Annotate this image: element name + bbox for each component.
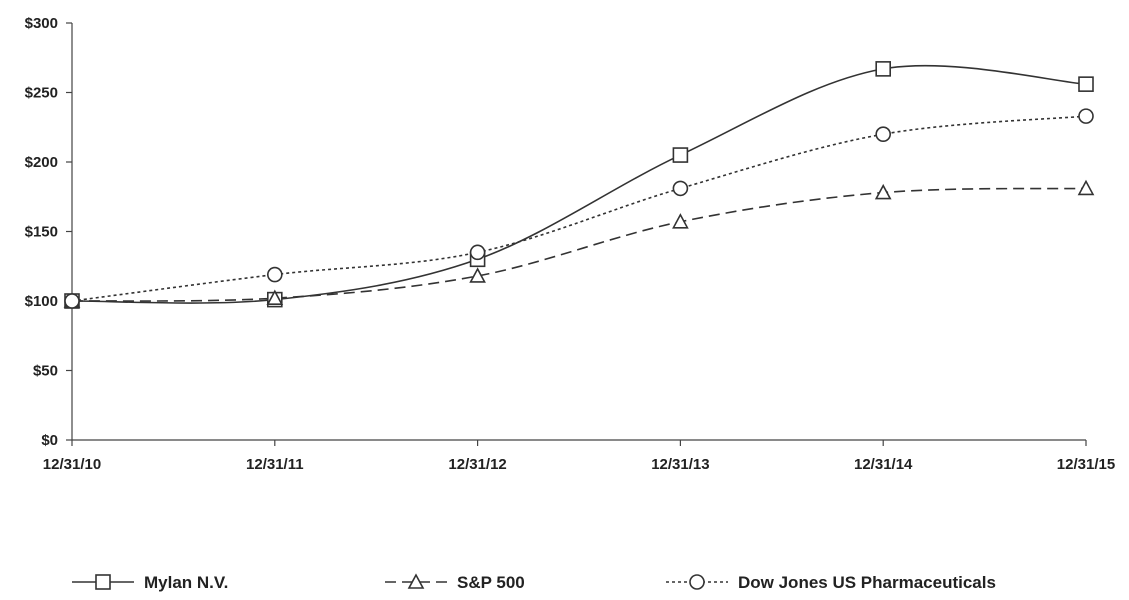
axes — [71, 23, 1086, 441]
series-line-mylan-n-v — [71, 64, 1087, 304]
data-point-mylan-n-v — [875, 61, 892, 77]
y-tick-label: $100 — [25, 293, 58, 310]
x-tick-label: 12/31/15 — [1057, 456, 1115, 473]
legend-label: Mylan N.V. — [144, 573, 228, 592]
data-point-s-p-500 — [266, 289, 284, 306]
x-axis-ticks: 12/31/10 12/31/11 12/31/12 12/31/13 12/31/14… — [43, 440, 1115, 473]
data-point-dow-jones-us-pharmaceuticals — [672, 180, 689, 197]
x-tick-label: 12/31/12 — [448, 456, 506, 473]
x-tick-label: 12/31/13 — [651, 456, 709, 473]
y-axis-ticks: $0 $50 $100 $150 $200 $250 $300 — [25, 15, 72, 449]
series-lines — [71, 64, 1087, 304]
legend-marker-circle — [689, 574, 705, 590]
data-point-s-p-500 — [672, 213, 689, 229]
y-tick-label: $150 — [25, 224, 58, 241]
legend-item-mylan-n-v: Mylan N.V. — [72, 573, 228, 592]
series-line-dow-jones-us-pharmaceuticals — [71, 115, 1087, 302]
series-line-s-p-500 — [71, 187, 1087, 302]
x-tick-label: 12/31/10 — [43, 456, 101, 473]
legend: Mylan N.V. S&P 500 Dow Jones US Pharmaceut… — [72, 573, 996, 592]
data-point-mylan-n-v — [672, 147, 689, 163]
data-point-s-p-500 — [874, 183, 892, 200]
data-point-s-p-500 — [1077, 179, 1095, 196]
y-tick-label: $300 — [25, 15, 58, 32]
x-tick-label: 12/31/11 — [246, 456, 304, 473]
data-point-dow-jones-us-pharmaceuticals — [469, 244, 486, 261]
legend-item-dow-jones-us-pharmaceuticals: Dow Jones US Pharmaceuticals — [666, 573, 996, 592]
x-tick-label: 12/31/14 — [854, 456, 913, 473]
data-point-dow-jones-us-pharmaceuticals — [1078, 108, 1094, 124]
data-point-dow-jones-us-pharmaceuticals — [875, 126, 892, 142]
legend-label: S&P 500 — [457, 573, 525, 592]
y-tick-label: $200 — [25, 154, 58, 171]
y-tick-label: $0 — [41, 432, 58, 449]
y-tick-label: $250 — [25, 85, 58, 102]
y-tick-label: $50 — [33, 363, 58, 380]
data-point-dow-jones-us-pharmaceuticals — [266, 266, 283, 283]
data-point-dow-jones-us-pharmaceuticals — [64, 293, 80, 309]
legend-label: Dow Jones US Pharmaceuticals — [738, 573, 996, 592]
legend-marker-triangle — [407, 573, 425, 589]
legend-marker-square — [95, 574, 111, 590]
data-point-mylan-n-v — [1078, 76, 1094, 92]
legend-item-s-p-500: S&P 500 — [385, 573, 525, 592]
data-point-s-p-500 — [469, 267, 486, 283]
series-markers — [63, 61, 1095, 309]
